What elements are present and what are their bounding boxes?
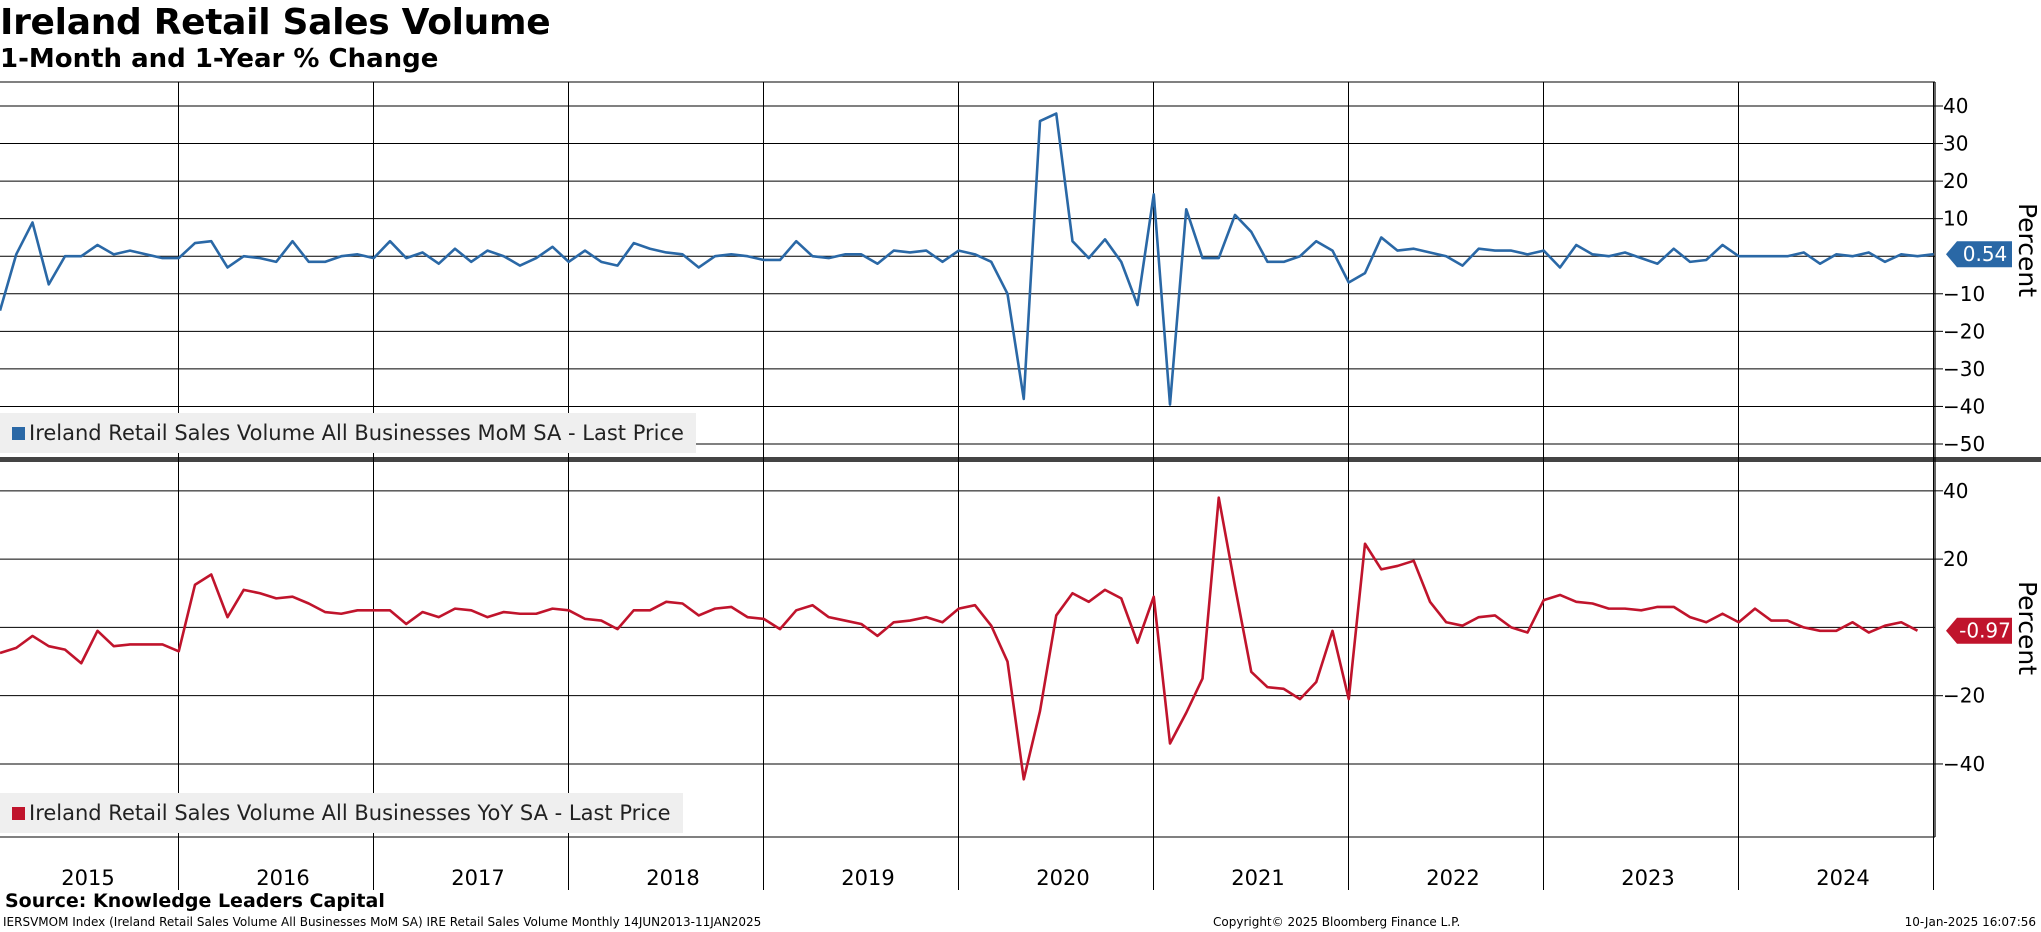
series-line-yoy — [0, 496, 1919, 781]
y-tick-label: −50 — [1943, 432, 1985, 456]
chart-title: Ireland Retail Sales Volume — [0, 2, 551, 43]
legend-yoy: Ireland Retail Sales Volume All Business… — [0, 793, 683, 833]
y-axis-title: Percent — [2013, 581, 2041, 675]
legend-mom: Ireland Retail Sales Volume All Business… — [0, 413, 696, 453]
x-tick-label: 2024 — [1816, 866, 1869, 890]
x-tick-label: 2016 — [256, 866, 309, 890]
y-tick-label: −20 — [1943, 684, 1985, 708]
source-note: Source: Knowledge Leaders Capital — [5, 890, 385, 912]
legend-label-mom: Ireland Retail Sales Volume All Business… — [29, 421, 684, 445]
last-value-label: 0.54 — [1963, 242, 2008, 266]
legend-label-yoy: Ireland Retail Sales Volume All Business… — [29, 801, 671, 825]
y-tick-label: −40 — [1943, 752, 1985, 776]
y-tick-label: 20 — [1943, 169, 1968, 193]
x-tick-label: 2015 — [61, 866, 114, 890]
y-tick-label: 40 — [1943, 94, 1968, 118]
y-tick-label: 10 — [1943, 207, 1968, 231]
footer-timestamp: 10-Jan-2025 16:07:56 — [1904, 915, 2036, 929]
legend-swatch-mom — [12, 426, 25, 440]
y-tick-label: −30 — [1943, 357, 1985, 381]
last-value-tag — [1946, 241, 2012, 268]
y-tick-label: −20 — [1943, 319, 1985, 343]
x-tick-label: 2022 — [1426, 866, 1479, 890]
chart-subtitle: 1-Month and 1-Year % Change — [0, 44, 439, 74]
x-tick-label: 2017 — [451, 866, 504, 890]
x-tick-label: 2019 — [841, 866, 894, 890]
footer-index-description: IERSVMOM Index (Ireland Retail Sales Vol… — [3, 915, 762, 929]
y-axis-title: Percent — [2013, 203, 2041, 297]
x-tick-label: 2020 — [1036, 866, 1089, 890]
legend-swatch-yoy — [12, 806, 25, 820]
footer-copyright: Copyright© 2025 Bloomberg Finance L.P. — [1213, 915, 1461, 929]
y-tick-label: −40 — [1943, 394, 1985, 418]
x-tick-label: 2021 — [1231, 866, 1284, 890]
x-tick-label: 2023 — [1621, 866, 1674, 890]
last-value-label: -0.97 — [1959, 619, 2011, 643]
series-line-mom — [0, 112, 1934, 406]
y-tick-label: −10 — [1943, 282, 1985, 306]
y-tick-label: 20 — [1943, 547, 1968, 571]
panel-separator — [0, 457, 2041, 462]
x-tick-label: 2018 — [646, 866, 699, 890]
y-tick-label: 40 — [1943, 479, 1968, 503]
y-tick-label: 30 — [1943, 132, 1968, 156]
last-value-tag — [1946, 617, 2012, 644]
